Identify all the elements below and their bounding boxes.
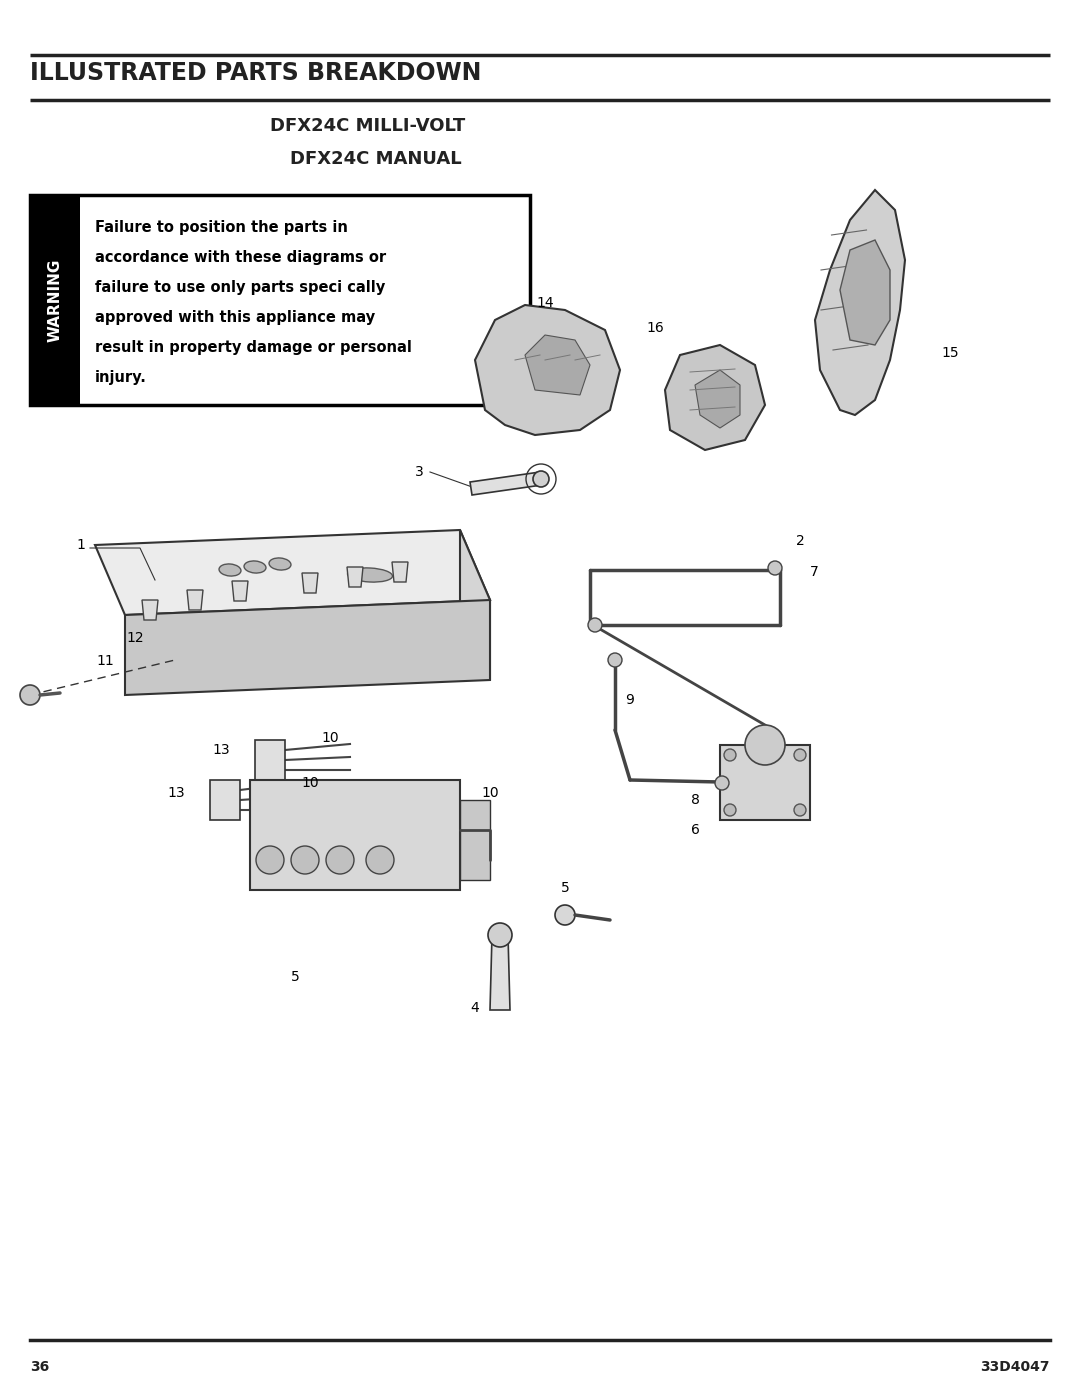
Text: DFX24C MILLI-VOLT: DFX24C MILLI-VOLT (270, 117, 465, 136)
Text: result in property damage or personal: result in property damage or personal (95, 339, 411, 355)
Text: 3: 3 (415, 465, 423, 479)
Text: 10: 10 (301, 775, 319, 789)
Text: 14: 14 (536, 296, 554, 310)
Text: 4: 4 (471, 1002, 480, 1016)
Circle shape (326, 847, 354, 875)
Polygon shape (347, 567, 363, 587)
Text: 12: 12 (126, 631, 144, 645)
Circle shape (534, 471, 549, 488)
Polygon shape (696, 370, 740, 427)
Polygon shape (525, 335, 590, 395)
Bar (255, 740, 285, 780)
Circle shape (724, 749, 735, 761)
Circle shape (768, 562, 782, 576)
Text: 9: 9 (625, 693, 634, 707)
Bar (249, 780, 460, 890)
Ellipse shape (219, 564, 241, 576)
Circle shape (555, 905, 575, 925)
Text: 8: 8 (691, 793, 700, 807)
Polygon shape (815, 190, 905, 415)
Text: ILLUSTRATED PARTS BREAKDOWN: ILLUSTRATED PARTS BREAKDOWN (30, 61, 482, 85)
Polygon shape (460, 529, 490, 680)
Text: injury.: injury. (95, 370, 147, 386)
Polygon shape (475, 305, 620, 434)
Polygon shape (95, 529, 490, 615)
Bar (460, 800, 490, 880)
Circle shape (715, 775, 729, 789)
Text: 11: 11 (96, 654, 113, 668)
Text: 10: 10 (321, 731, 339, 745)
Polygon shape (302, 573, 318, 592)
Polygon shape (392, 562, 408, 583)
Bar (30, 196, 80, 405)
Polygon shape (232, 581, 248, 601)
Circle shape (256, 847, 284, 875)
Text: failure to use only parts speci cally: failure to use only parts speci cally (95, 279, 386, 295)
Circle shape (366, 847, 394, 875)
Polygon shape (141, 599, 158, 620)
Text: approved with this appliance may: approved with this appliance may (95, 310, 375, 326)
Circle shape (291, 847, 319, 875)
Text: 5: 5 (561, 882, 569, 895)
Text: accordance with these diagrams or: accordance with these diagrams or (95, 250, 387, 265)
Circle shape (724, 805, 735, 816)
Bar (210, 780, 240, 820)
Bar (30, 196, 530, 405)
Circle shape (588, 617, 602, 631)
Text: 6: 6 (691, 823, 700, 837)
Text: 15: 15 (941, 346, 959, 360)
Polygon shape (840, 240, 890, 345)
Circle shape (794, 805, 806, 816)
Ellipse shape (244, 562, 266, 573)
Circle shape (745, 725, 785, 766)
Text: 10: 10 (482, 787, 499, 800)
Text: 33D4047: 33D4047 (981, 1361, 1050, 1375)
Text: WARNING: WARNING (48, 258, 63, 342)
Polygon shape (665, 345, 765, 450)
Text: 1: 1 (76, 538, 85, 552)
Text: 2: 2 (796, 534, 805, 548)
Text: Failure to position the parts in: Failure to position the parts in (95, 219, 348, 235)
Text: 13: 13 (167, 787, 185, 800)
Text: 5: 5 (291, 970, 299, 983)
Bar (720, 745, 810, 820)
Text: 13: 13 (213, 743, 230, 757)
Text: 16: 16 (646, 321, 664, 335)
Ellipse shape (269, 557, 291, 570)
Polygon shape (187, 590, 203, 610)
Text: DFX24C MANUAL: DFX24C MANUAL (291, 149, 461, 168)
Circle shape (21, 685, 40, 705)
Circle shape (608, 652, 622, 666)
Text: 7: 7 (810, 564, 819, 578)
Polygon shape (490, 935, 510, 1010)
Text: 36: 36 (30, 1361, 50, 1375)
Circle shape (794, 749, 806, 761)
Circle shape (488, 923, 512, 947)
Polygon shape (470, 472, 542, 495)
Polygon shape (125, 599, 490, 694)
Ellipse shape (348, 569, 392, 583)
